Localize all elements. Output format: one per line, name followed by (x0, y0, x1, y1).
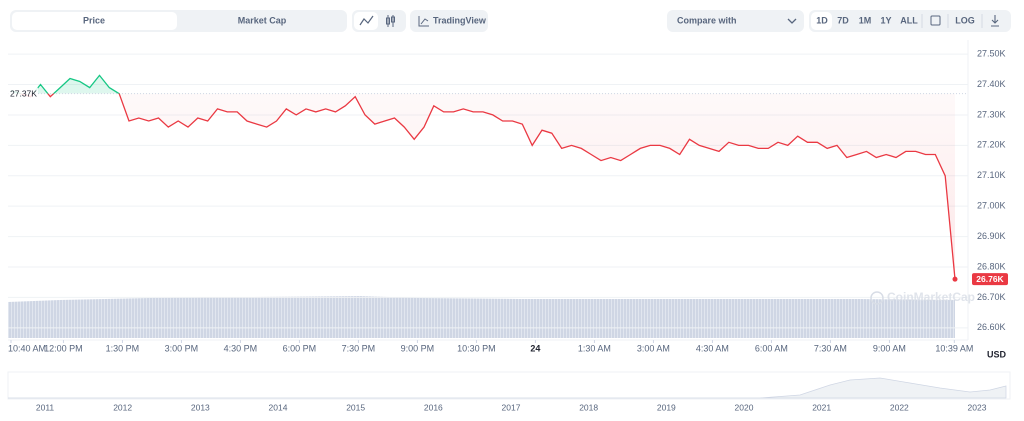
watermark: CoinMarketCap (887, 290, 975, 304)
y-tick-label: 26.90K (977, 231, 1006, 241)
last-price-tag (972, 273, 1008, 286)
navigator-label: 2014 (269, 402, 288, 412)
navigator-label: 2011 (36, 402, 55, 412)
x-tick-label: 10:39 AM (935, 343, 973, 353)
tab-active[interactable] (12, 12, 177, 30)
y-tick-label: 27.50K (977, 48, 1006, 58)
navigator-label: 2020 (735, 402, 754, 412)
navigator-label: 2012 (113, 402, 132, 412)
chevron (787, 18, 797, 24)
range-button[interactable]: 1Y (880, 15, 891, 25)
x-tick-label: 24 (530, 343, 540, 353)
area-up (11, 75, 120, 94)
line-down (18, 93, 956, 280)
navigator-label: 2013 (191, 402, 210, 412)
navigator-label: 2016 (424, 402, 443, 412)
x-tick-label: 9:00 AM (873, 343, 906, 353)
log-button[interactable]: LOG (955, 15, 975, 25)
tab-price[interactable]: Price (83, 15, 105, 25)
x-tick-label: 10:40 AM (8, 343, 46, 353)
navigator-label: 2021 (812, 402, 831, 412)
x-tick-label: 7:30 PM (342, 343, 376, 353)
last-point (952, 276, 958, 282)
y-tick-label: 26.60K (977, 322, 1006, 332)
x-tick-label: 1:30 AM (578, 343, 611, 353)
compare-label[interactable]: Compare with (677, 15, 737, 25)
tradingview-button[interactable] (410, 10, 488, 32)
y-tick-label: 27.10K (977, 170, 1006, 180)
x-tick-label: 12:00 PM (44, 343, 83, 353)
navigator-label: 2022 (890, 402, 909, 412)
x-tick-label: 4:30 PM (224, 343, 258, 353)
calendar-icon[interactable] (930, 15, 941, 26)
navigator-label: 2018 (579, 402, 598, 412)
range-button[interactable]: 1D (816, 15, 828, 25)
y-tick-label: 27.00K (977, 201, 1006, 211)
navigator-axis: 2011 2012 2013 2014 2015 2016 2017 2018 2019 2020… (36, 402, 987, 412)
range-group (809, 10, 1011, 32)
range-button[interactable]: 1M (859, 15, 872, 25)
y-tick-label: 27.40K (977, 79, 1006, 89)
navigator-series (8, 377, 1007, 399)
last-price-label: 26.76K (976, 274, 1004, 284)
plot: 26.60K 26.70K 26.80K 26.90K 27.00K 27.10K 27.2… (8, 40, 1008, 359)
y-tick-label: 27.20K (977, 140, 1006, 150)
range-button[interactable]: ALL (900, 15, 918, 25)
navigator-label: 2015 (346, 402, 365, 412)
range-active[interactable] (811, 12, 832, 30)
navigator-label: 2017 (502, 402, 521, 412)
y-tick-label: 26.80K (977, 261, 1006, 271)
x-tick-label: 1:30 PM (106, 343, 140, 353)
x-tick-label: 3:00 PM (165, 343, 199, 353)
x-tick-label: 6:00 AM (755, 343, 788, 353)
tab-market-cap[interactable]: Market Cap (238, 15, 287, 25)
x-tick-label: 10:30 PM (457, 343, 496, 353)
x-tick-label: 9:00 PM (401, 343, 435, 353)
candle-icon[interactable] (386, 15, 395, 27)
y-unit: USD (987, 349, 1007, 359)
x-tick-label: 4:30 AM (696, 343, 729, 353)
navigator-label: 2023 (968, 402, 987, 412)
navigator-label: 2019 (657, 402, 676, 412)
line-icon (359, 15, 374, 26)
tradingview-icon (418, 16, 429, 27)
reference-label-bg (8, 87, 38, 100)
range-button[interactable]: 7D (837, 15, 849, 25)
y-tick-label: 27.30K (977, 109, 1006, 119)
x-tick-label: 3:00 AM (637, 343, 670, 353)
x-tick-label: 6:00 PM (283, 343, 317, 353)
y-tick-label: 26.70K (977, 292, 1006, 302)
watermark-logo (870, 291, 884, 305)
x-tick-label: 7:30 AM (814, 343, 847, 353)
tradingview-label[interactable]: TradingView (433, 15, 487, 25)
download-icon[interactable] (991, 15, 999, 27)
area-down (11, 93, 955, 280)
volume-area (8, 296, 955, 338)
reference-label: 27.37K (10, 88, 37, 98)
compare-dropdown[interactable] (667, 10, 804, 32)
